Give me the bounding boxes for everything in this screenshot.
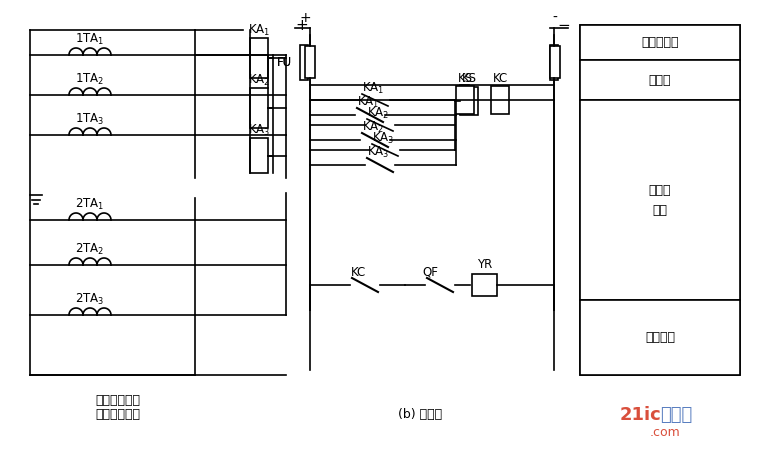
Text: KA$_2$: KA$_2$ — [362, 119, 384, 134]
Text: KC: KC — [492, 71, 507, 85]
Bar — [250, 88, 268, 128]
Text: 2TA$_2$: 2TA$_2$ — [76, 241, 105, 256]
Bar — [456, 86, 474, 114]
Bar — [300, 45, 308, 80]
Bar — [460, 87, 478, 115]
Text: 2TA$_1$: 2TA$_1$ — [76, 197, 105, 212]
Bar — [580, 60, 740, 100]
Bar — [250, 38, 268, 78]
Text: KA$_3$: KA$_3$ — [248, 122, 270, 138]
Text: KA$_1$: KA$_1$ — [362, 80, 384, 96]
Text: 1TA$_3$: 1TA$_3$ — [76, 112, 105, 127]
Text: +: + — [299, 11, 311, 25]
Text: 电子网: 电子网 — [660, 406, 692, 424]
Text: KC: KC — [351, 266, 366, 278]
Text: 控制小母线: 控制小母线 — [641, 36, 678, 49]
Text: 交流电流回路: 交流电流回路 — [96, 393, 141, 406]
Text: 跳闸回路: 跳闸回路 — [645, 331, 675, 344]
Text: 交流电流回路: 交流电流回路 — [96, 409, 141, 421]
Text: YR: YR — [477, 257, 492, 271]
Text: 保护: 保护 — [652, 203, 668, 217]
Bar — [550, 45, 558, 80]
Bar — [472, 274, 497, 296]
Text: 1TA$_1$: 1TA$_1$ — [76, 32, 105, 47]
Text: 21ic: 21ic — [620, 406, 662, 424]
Bar — [580, 300, 740, 375]
Bar — [550, 46, 560, 78]
Bar — [250, 138, 268, 173]
Text: KA$_3$: KA$_3$ — [372, 130, 394, 145]
Text: .com: .com — [650, 425, 681, 439]
Bar — [580, 25, 740, 375]
Bar — [580, 100, 740, 300]
Text: (b) 展开图: (b) 展开图 — [398, 409, 442, 421]
Text: 熔断器: 熔断器 — [649, 74, 672, 86]
Bar — [491, 86, 509, 114]
Text: KS: KS — [461, 73, 477, 85]
Bar — [305, 46, 315, 78]
Text: KS: KS — [458, 71, 472, 85]
Text: KA$_2$: KA$_2$ — [367, 106, 389, 121]
Text: −: − — [558, 17, 571, 32]
Text: KA$_3$: KA$_3$ — [367, 144, 389, 159]
Text: KA$_1$: KA$_1$ — [357, 95, 379, 110]
Text: QF: QF — [422, 266, 438, 278]
Bar — [580, 25, 740, 60]
Text: FU: FU — [277, 56, 292, 69]
Text: KA$_1$: KA$_1$ — [248, 22, 270, 37]
Text: -: - — [552, 11, 558, 25]
Text: +: + — [296, 17, 309, 32]
Text: FU: FU — [277, 55, 292, 69]
Text: 1TA$_2$: 1TA$_2$ — [76, 71, 105, 86]
Text: 纵差动: 纵差动 — [649, 184, 672, 197]
Text: KA$_2$: KA$_2$ — [248, 73, 270, 88]
Text: 2TA$_3$: 2TA$_3$ — [76, 292, 105, 307]
